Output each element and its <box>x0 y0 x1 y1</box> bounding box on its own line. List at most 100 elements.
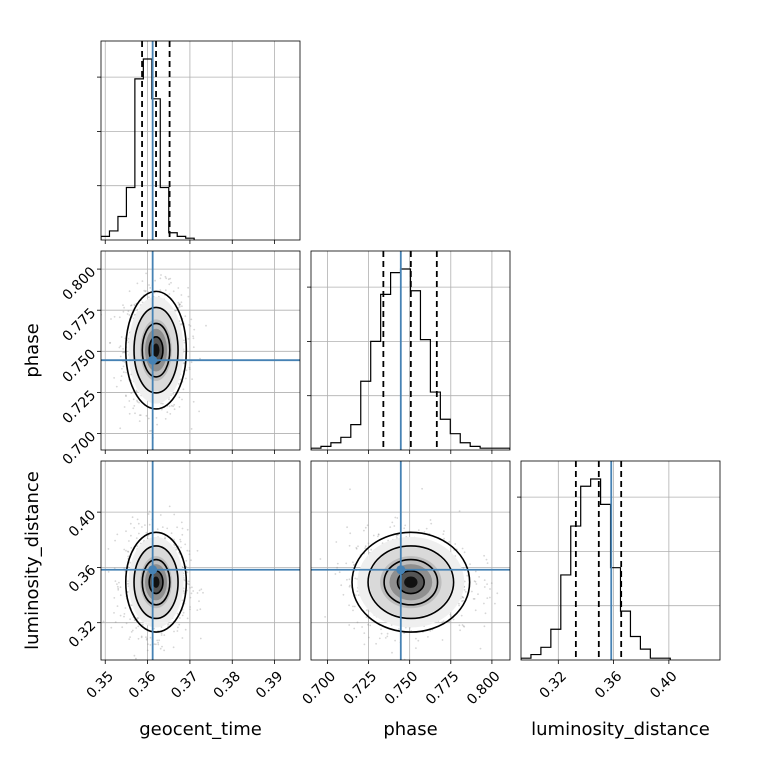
scatter-point <box>370 548 373 551</box>
scatter-point <box>167 625 170 627</box>
scatter-point <box>366 524 369 527</box>
scatter-point <box>348 544 351 547</box>
scatter-point <box>458 510 461 512</box>
y-tick-label-luminosity_distance: 0.40 <box>66 507 99 540</box>
scatter-point <box>489 588 491 590</box>
scatter-point <box>355 546 358 549</box>
scatter-point <box>417 639 420 642</box>
scatter-point <box>188 550 191 552</box>
scatter-point <box>512 607 514 609</box>
scatter-point <box>490 582 493 584</box>
scatter-point <box>130 547 133 549</box>
scatter-point <box>474 580 477 583</box>
scatter-point <box>484 612 487 615</box>
scatter-point <box>125 530 127 533</box>
scatter-point <box>164 537 167 539</box>
scatter-point <box>483 579 486 581</box>
scatter-point <box>367 542 370 545</box>
scatter-point <box>113 597 116 599</box>
scatter-point <box>156 639 159 642</box>
scatter-point <box>123 406 126 408</box>
y-tick-label-phase: 0.700 <box>60 429 100 469</box>
scatter-point <box>129 636 132 638</box>
scatter-point <box>460 614 463 617</box>
y-axis-label-luminosity_distance: luminosity_distance <box>22 471 43 650</box>
scatter-point <box>199 357 201 360</box>
scatter-point <box>130 534 132 537</box>
x-tick-label-geocent_time: 0.36 <box>126 668 159 701</box>
scatter-point <box>463 551 466 554</box>
scatter-point <box>394 516 397 519</box>
scatter-point <box>384 637 387 639</box>
truth-point <box>148 355 158 365</box>
scatter-point <box>114 539 116 542</box>
scatter-point <box>188 324 191 326</box>
scatter-point <box>463 589 466 591</box>
x-tick-label-luminosity_distance: 0.32 <box>537 668 570 701</box>
scatter-point <box>181 398 183 401</box>
scatter-point <box>173 630 175 633</box>
scatter-point <box>164 289 167 292</box>
scatter-point <box>198 589 201 592</box>
scatter-point <box>118 346 121 349</box>
scatter-point <box>132 398 135 401</box>
scatter-point <box>389 526 392 528</box>
scatter-point <box>363 529 365 532</box>
scatter-point <box>118 581 120 584</box>
scatter-point <box>356 621 359 624</box>
scatter-point <box>168 505 171 508</box>
scatter-point <box>449 613 452 616</box>
scatter-point <box>191 378 194 380</box>
scatter-point <box>138 414 141 416</box>
scatter-point <box>461 596 464 599</box>
scatter-point <box>496 592 499 595</box>
contour-line <box>396 570 425 595</box>
scatter-point <box>393 525 396 527</box>
contour-line <box>141 558 171 606</box>
x-tick-label-luminosity_distance: 0.40 <box>647 668 680 701</box>
scatter-point <box>127 555 130 558</box>
scatter-point <box>462 596 465 599</box>
y-tick-label-phase: 0.800 <box>60 264 100 304</box>
scatter-point <box>148 296 150 299</box>
scatter-point <box>199 608 202 611</box>
scatter-point <box>345 562 348 565</box>
scatter-point <box>141 526 143 528</box>
scatter-point <box>181 637 184 639</box>
scatter-point <box>363 632 366 634</box>
scatter-point <box>153 627 156 630</box>
scatter-point <box>127 550 129 553</box>
scatter-point <box>425 527 428 530</box>
scatter-point <box>138 532 140 535</box>
scatter-point <box>133 405 136 407</box>
scatter-point <box>110 626 113 629</box>
scatter-point <box>167 623 170 626</box>
scatter-point <box>173 403 176 406</box>
scatter-point <box>138 401 140 404</box>
scatter-point <box>367 610 370 613</box>
scatter-point <box>200 588 203 591</box>
scatter-point <box>145 638 148 641</box>
scatter-point <box>146 637 148 640</box>
contour-line <box>124 531 188 633</box>
scatter-point <box>348 604 350 607</box>
scatter-point <box>352 609 354 612</box>
scatter-point <box>378 637 381 640</box>
scatter-point <box>141 623 144 626</box>
scatter-point <box>396 517 399 519</box>
scatter-point <box>141 280 144 282</box>
scatter-point <box>180 546 182 549</box>
scatter-point <box>386 632 389 635</box>
scatter-point <box>441 621 444 623</box>
scatter-point <box>149 430 151 432</box>
contour-line <box>133 306 179 394</box>
scatter-point <box>352 605 354 608</box>
scatter-point <box>187 295 190 298</box>
scatter-point <box>354 577 357 580</box>
scatter-point <box>172 646 175 649</box>
scatter-point <box>190 559 192 562</box>
scatter-point <box>160 408 163 411</box>
2d-panel-geocent_time-luminosity_distance <box>97 460 301 664</box>
contour-line <box>383 558 439 606</box>
scatter-point <box>116 583 118 585</box>
